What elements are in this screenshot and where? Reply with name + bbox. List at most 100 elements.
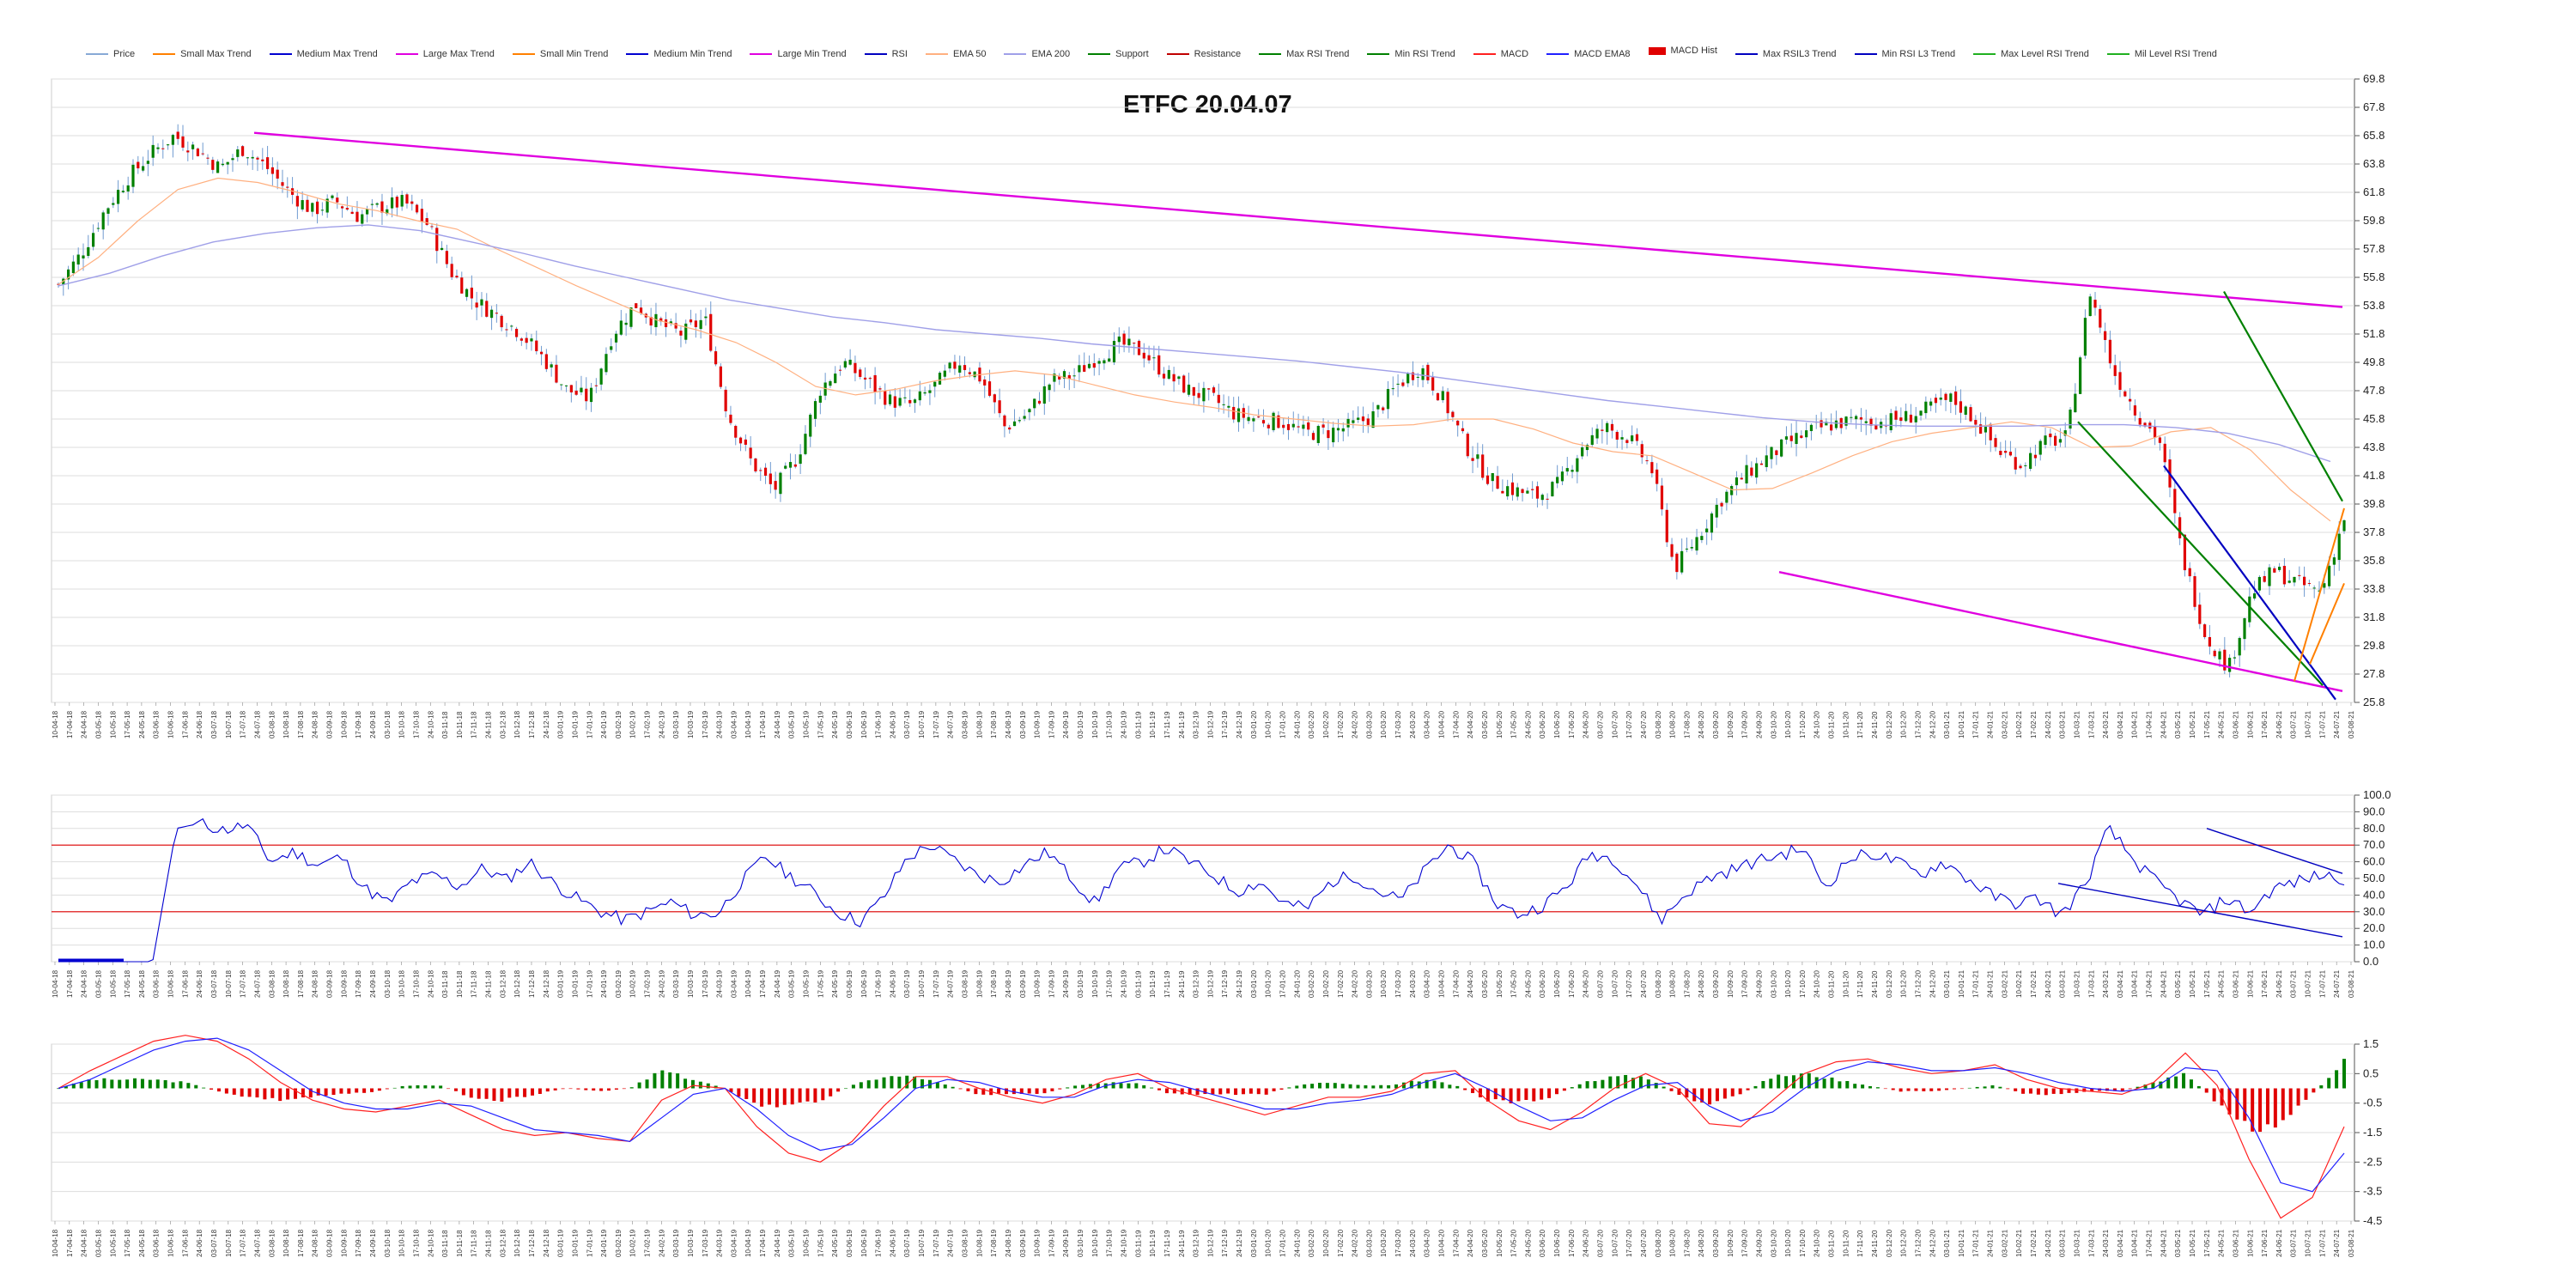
macd-hist-bar (224, 1088, 228, 1094)
price-x-tick-label: 03-07-18 (210, 710, 218, 738)
macd-x-tick-label: 10-06-21 (2246, 1229, 2254, 1257)
macd-hist-bar (324, 1088, 328, 1097)
rsi-x-tick-label: 10-10-20 (1784, 969, 1792, 998)
macd-hist-bar (1624, 1074, 1628, 1089)
candle-body (1615, 432, 1619, 440)
macd-hist-bar (2036, 1088, 2040, 1095)
macd-x-tick-label: 24-06-21 (2275, 1229, 2283, 1257)
legend-swatch (1735, 52, 1758, 55)
macd-hist-bar (698, 1081, 702, 1089)
candle-body (1117, 336, 1121, 343)
macd-x-tick-label: 03-12-18 (499, 1229, 507, 1257)
macd-hist-bar (186, 1083, 191, 1089)
price-x-tick-label: 10-03-20 (1380, 710, 1388, 738)
rsi-x-tick-label: 17-05-20 (1510, 969, 1518, 998)
candle-body (1710, 513, 1714, 533)
candle-body (66, 269, 70, 280)
legend-swatch (1367, 52, 1390, 55)
candle-body (649, 317, 653, 326)
macd-x-tick-label: 10-01-20 (1265, 1229, 1273, 1257)
candle-body (131, 164, 135, 187)
candle-body (1416, 376, 1419, 378)
candle-body (664, 319, 668, 327)
legend-label: MACD (1500, 48, 1529, 59)
candle-body (2163, 443, 2166, 463)
price-y-tick-label: 43.8 (2363, 440, 2385, 453)
macd-hist-bar (1738, 1088, 1742, 1095)
macd-hist-bar (1157, 1088, 1162, 1091)
candle-body (2342, 519, 2346, 532)
macd-hist-bar (125, 1079, 130, 1089)
price-x-tick-label: 03-01-19 (557, 710, 565, 738)
macd-hist-bar (1998, 1086, 2002, 1089)
rsi-x-tick-label: 10-05-21 (2189, 969, 2196, 998)
candle-body (1227, 405, 1230, 408)
macd-hist-bar (1891, 1088, 1895, 1091)
legend-item: Mil Level RSI Trend (2106, 45, 2217, 64)
candle-body (918, 391, 921, 401)
rsi-x-tick-label: 10-11-19 (1149, 970, 1157, 998)
price-panel: 69.8 67.8 65.8 63.8 61.8 59.8 57.8 55.8 53.8 51.8… (51, 72, 2385, 738)
macd-x-tick-label: 24-11-18 (485, 1230, 493, 1257)
macd-hist-bar (2182, 1072, 2186, 1089)
candle-body (1152, 357, 1156, 359)
candle-body (1645, 460, 1649, 462)
rsi-x-tick-label: 17-12-19 (1221, 969, 1229, 998)
rsi-x-tick-label: 17-02-21 (2030, 969, 2038, 998)
candle-body (1197, 392, 1200, 398)
rsi-x-tick-label: 03-09-18 (326, 969, 334, 998)
legend-item: Medium Min Trend (626, 45, 732, 64)
rsi-y-tick-label: 80.0 (2363, 822, 2385, 835)
macd-hist-bar (690, 1079, 695, 1089)
rsi-x-tick-label: 17-11-18 (471, 970, 478, 998)
macd-hist-bar (1364, 1084, 1368, 1089)
candle-body (973, 371, 976, 378)
rsi-x-tick-label: 17-06-21 (2261, 969, 2269, 998)
candle-body (859, 369, 862, 377)
rsi-x-tick-label: 17-09-18 (355, 969, 362, 998)
rsi-x-tick-label: 10-09-19 (1034, 969, 1042, 998)
macd-x-tick-label: 24-04-21 (2160, 1229, 2167, 1257)
macd-x-tick-label: 03-07-19 (903, 1229, 911, 1257)
candle-body (938, 373, 942, 385)
price-x-tick-label: 10-01-21 (1958, 710, 1965, 738)
candle-body (1108, 358, 1111, 362)
candle-body (1859, 417, 1863, 420)
price-x-tick-label: 10-10-20 (1784, 710, 1792, 738)
macd-hist-bar (1654, 1083, 1658, 1089)
macd-hist-bar (102, 1078, 106, 1089)
rsi-x-tick-label: 24-05-18 (138, 969, 146, 998)
macd-y-tick-label: -3.5 (2363, 1185, 2382, 1198)
candle-body (1277, 415, 1280, 428)
rsi-x-tick-label: 10-08-20 (1669, 969, 1677, 998)
price-x-tick-label: 24-06-20 (1583, 710, 1590, 738)
macd-x-tick-label: 03-02-19 (615, 1229, 623, 1257)
candle-body (1087, 363, 1091, 368)
price-x-tick-label: 17-04-18 (66, 710, 74, 738)
legend-swatch (1166, 52, 1189, 55)
legend-item: Small Min Trend (512, 45, 608, 64)
rsi-x-tick-label: 03-06-19 (846, 969, 854, 998)
price-x-tick-label: 17-11-18 (471, 711, 478, 738)
macd-x-tick-label: 24-01-19 (600, 1229, 608, 1257)
macd-x-tick-label: 10-11-19 (1149, 1230, 1157, 1257)
macd-hist-bar (1287, 1087, 1291, 1089)
macd-hist-bar (1303, 1084, 1307, 1089)
candle-body (1909, 414, 1913, 423)
candle-body (445, 251, 448, 264)
candle-body (2243, 618, 2246, 640)
candle-body (624, 322, 628, 325)
macd-hist-bar (1272, 1088, 1276, 1091)
rsi-x-tick-label: 10-04-19 (744, 969, 752, 998)
macd-hist-bar (2342, 1059, 2346, 1089)
candle-body (1361, 416, 1365, 422)
price-x-tick-label: 03-11-19 (1134, 711, 1142, 738)
macd-hist-bar (1471, 1088, 1475, 1093)
macd-hist-bar (461, 1088, 465, 1096)
candle-body (1471, 458, 1474, 461)
macd-hist-bar (1730, 1088, 1735, 1097)
macd-hist-bar (171, 1082, 175, 1089)
macd-hist-bar (1234, 1088, 1238, 1096)
candle-body (82, 255, 85, 258)
macd-hist-bar (1570, 1087, 1574, 1089)
